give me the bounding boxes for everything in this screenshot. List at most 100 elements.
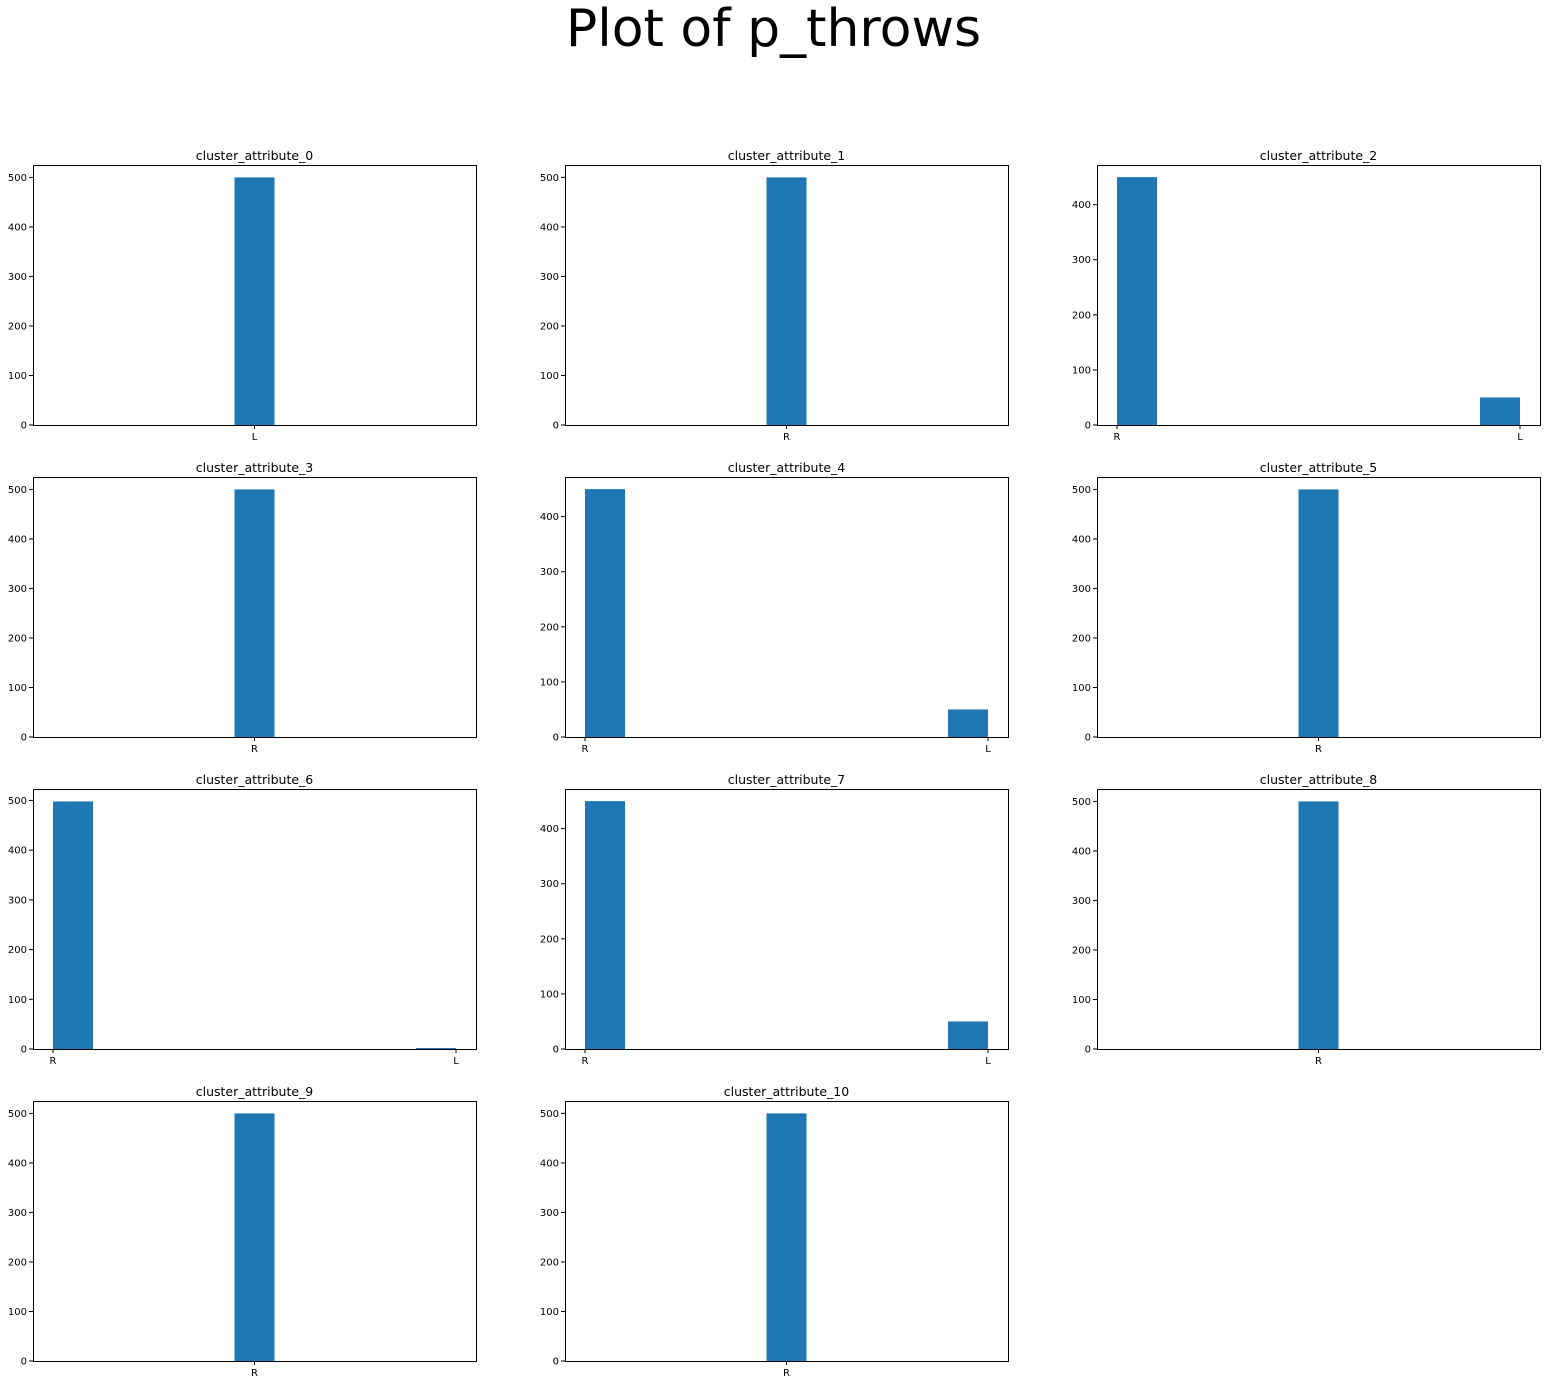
subplot: cluster_attribute_2 0 100 200 300 400 R L [1072,148,1541,443]
bar [585,801,625,1049]
y-tick-label: 100 [8,371,27,382]
figure-title: Plot of p_throws [565,0,982,59]
y-tick-label: 200 [1072,945,1091,956]
y-tick-label: 300 [540,1208,559,1219]
y-tick-label: 500 [8,1109,27,1120]
subplot-title: cluster_attribute_0 [196,148,314,163]
y-tick-label: 0 [21,733,27,744]
subplot-title: cluster_attribute_4 [728,460,846,475]
bar [416,1048,456,1049]
y-tick-label: 0 [553,1045,559,1056]
y-tick-label: 300 [1072,896,1091,907]
subplot: cluster_attribute_10 0 100 200 300 400 500 R [540,1084,1009,1379]
bar [234,177,275,425]
subplot-title: cluster_attribute_8 [1260,772,1378,787]
y-tick-label: 100 [1072,995,1091,1006]
y-tick-label: 500 [8,796,27,807]
y-tick-label: 300 [8,272,27,283]
x-tick-label: L [453,1056,459,1067]
y-tick-label: 400 [540,824,559,835]
y-tick-label: 0 [1085,733,1091,744]
y-tick-label: 0 [553,421,559,432]
bar [234,489,275,737]
subplot: cluster_attribute_4 0 100 200 300 400 R L [540,460,1009,755]
y-tick-label: 0 [1085,421,1091,432]
y-tick-label: 500 [1072,797,1091,808]
y-tick-label: 0 [553,733,559,744]
subplot-title: cluster_attribute_5 [1260,460,1378,475]
y-tick-label: 100 [540,989,559,1000]
y-tick-label: 200 [8,633,27,644]
x-tick-label: R [582,744,589,755]
subplot-title: cluster_attribute_7 [728,772,846,787]
x-tick-label: R [1315,744,1322,755]
y-tick-label: 300 [1072,584,1091,595]
bar [766,177,807,425]
y-tick-label: 200 [540,321,559,332]
x-tick-label: R [582,1056,589,1067]
y-tick-label: 200 [540,622,559,633]
subplot: cluster_attribute_3 0 100 200 300 400 500 R [8,460,477,755]
y-tick-label: 0 [1085,1045,1091,1056]
y-tick-label: 300 [540,272,559,283]
bar [234,1113,275,1361]
y-tick-label: 100 [1072,365,1091,376]
x-tick-label: L [985,744,991,755]
x-tick-label: R [251,744,258,755]
subplot: cluster_attribute_0 0 100 200 300 400 500 L [8,148,477,443]
y-tick-label: 400 [1072,846,1091,857]
y-tick-label: 400 [1072,200,1091,211]
bar [53,801,93,1049]
plot-frame [33,789,477,1050]
y-tick-label: 0 [21,1045,27,1056]
bar [1298,801,1339,1049]
y-tick-label: 100 [540,677,559,688]
y-tick-label: 100 [1072,683,1091,694]
y-tick-label: 200 [1072,310,1091,321]
subplot: cluster_attribute_5 0 100 200 300 400 500 R [1072,460,1541,755]
y-tick-label: 100 [8,683,27,694]
bar [1298,489,1339,737]
y-tick-label: 400 [8,846,27,857]
x-tick-label: L [252,432,258,443]
y-tick-label: 100 [540,1307,559,1318]
y-tick-label: 400 [8,1158,27,1169]
y-tick-label: 300 [540,879,559,890]
plot-frame [565,789,1009,1050]
y-tick-label: 100 [540,371,559,382]
y-tick-label: 200 [540,1257,559,1268]
y-tick-label: 500 [540,173,559,184]
subplot-title: cluster_attribute_10 [724,1084,849,1099]
bar [1480,397,1520,425]
subplot: cluster_attribute_7 0 100 200 300 400 R L [540,772,1009,1067]
y-tick-label: 400 [540,512,559,523]
subplot: cluster_attribute_6 0 100 200 300 400 500 R L [8,772,477,1067]
bar [948,709,988,737]
y-tick-label: 100 [8,1307,27,1318]
y-tick-label: 400 [8,222,27,233]
y-tick-label: 200 [8,1257,27,1268]
bar [766,1113,807,1361]
plot-frame [1097,165,1541,426]
y-tick-label: 100 [8,995,27,1006]
x-tick-label: R [50,1056,57,1067]
y-tick-label: 500 [540,1109,559,1120]
y-tick-label: 300 [540,567,559,578]
bar [948,1021,988,1049]
y-tick-label: 300 [8,584,27,595]
y-tick-label: 500 [1072,485,1091,496]
x-tick-label: L [985,1056,991,1067]
subplot-title: cluster_attribute_2 [1260,148,1378,163]
y-tick-label: 200 [8,321,27,332]
x-tick-label: R [251,1368,258,1379]
y-tick-label: 400 [8,534,27,545]
y-tick-label: 500 [8,173,27,184]
x-tick-label: L [1517,432,1523,443]
y-tick-label: 300 [8,1208,27,1219]
bar [585,489,625,737]
y-tick-label: 200 [540,934,559,945]
subplot: cluster_attribute_1 0 100 200 300 400 500 R [540,148,1009,443]
subplot: cluster_attribute_8 0 100 200 300 400 500 R [1072,772,1541,1067]
subplot-title: cluster_attribute_1 [728,148,846,163]
